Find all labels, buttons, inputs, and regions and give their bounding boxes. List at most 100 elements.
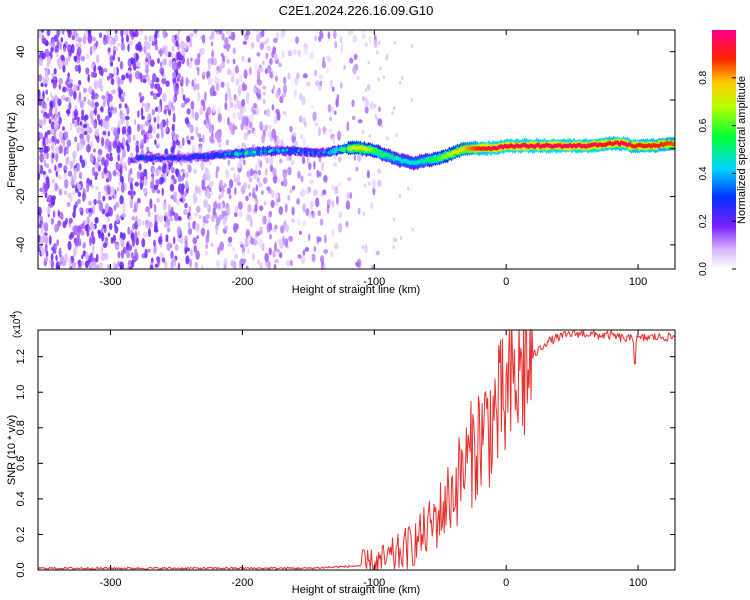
spectrogram-noise-cell [119, 195, 124, 205]
spectrogram-noise-cell [59, 131, 64, 140]
spectrogram-noise-cell [339, 82, 343, 89]
spectrogram-noise-cell [338, 211, 343, 219]
spectrogram-noise-cell [176, 226, 182, 236]
spectrogram-noise-cell [285, 155, 290, 161]
spectrogram-noise-cell [399, 236, 403, 241]
spectrogram-noise-cell [217, 113, 222, 123]
spectrogram-noise-cell [171, 45, 175, 52]
spectrogram-noise-cell [306, 155, 310, 165]
spectrogram-noise-cell [143, 168, 148, 179]
spectrogram-noise-cell [129, 266, 133, 269]
spectrogram-noise-cell [361, 33, 366, 40]
spectrogram-noise-cell [187, 221, 191, 230]
spectrogram-noise-cell [181, 48, 186, 58]
spectrogram-noise-cell [124, 103, 128, 109]
spectrogram-noise-cell [322, 56, 325, 64]
spectrogram-noise-cell [234, 253, 239, 260]
spectrogram-noise-cell [262, 91, 266, 96]
spectrogram-noise-cell [156, 123, 160, 130]
spectrogram-noise-cell [202, 71, 207, 77]
spectrogram-noise-cell [115, 163, 121, 170]
spectrogram-noise-cell [129, 167, 133, 175]
spectrogram-noise-cell [380, 123, 383, 128]
spectrogram-noise-cell [137, 110, 140, 118]
spectrogram-noise-cell [153, 92, 158, 100]
spectrogram-noise-cell [161, 173, 164, 178]
spectrogram-noise-cell [116, 132, 120, 140]
spectrogram-noise-cell [95, 186, 100, 191]
spectrogram-noise-cell [74, 64, 80, 72]
spectrogram-noise-cell [102, 224, 107, 229]
spectrogram-noise-cell [279, 95, 284, 104]
spectrogram-noise-cell [77, 191, 82, 197]
spectrogram-noise-cell [260, 244, 265, 249]
spectrogram-noise-cell [228, 236, 233, 243]
spectrogram-noise-cell [158, 214, 164, 223]
spectrogram-noise-cell [108, 37, 112, 45]
spectrogram-noise-cell [217, 202, 221, 210]
spectrogram-noise-cell [54, 107, 58, 118]
spectrogram-noise-cell [212, 90, 217, 97]
spectrogram-noise-cell [164, 222, 169, 228]
spectrogram-noise-cell [87, 226, 91, 232]
spectrogram-noise-cell [77, 37, 83, 43]
spectrogram-noise-cell [294, 77, 298, 86]
spectrogram-noise-cell [105, 138, 110, 148]
spectrogram-noise-cell [224, 169, 230, 179]
spectrogram-noise-cell [206, 229, 210, 239]
spectrogram-noise-cell [164, 260, 168, 269]
spectrogram-noise-cell [242, 40, 248, 45]
spectrogram-noise-cell [255, 184, 258, 192]
spectrogram-noise-cell [267, 214, 270, 224]
spectrogram-noise-cell [306, 81, 311, 87]
spectrogram-noise-cell [147, 79, 152, 85]
spectrogram-noise-cell [226, 187, 231, 195]
snr-x-tick-label: 100 [629, 577, 647, 589]
spectrogram-noise-cell [238, 201, 243, 210]
spectrogram-noise-cell [173, 258, 177, 268]
spectrogram-noise-cell [268, 210, 272, 218]
spectrogram-noise-cell [362, 211, 366, 216]
spectrogram-noise-cell [117, 153, 120, 162]
spectrogram-noise-cell [261, 30, 265, 38]
spectrogram-noise-cell [40, 226, 44, 235]
spectrogram-noise-cell [74, 120, 78, 128]
spectrogram-noise-cell [52, 81, 57, 89]
spectrogram-noise-cell [155, 144, 160, 149]
spectrogram-noise-cell [338, 223, 343, 233]
spectrogram-noise-cell [165, 80, 170, 87]
spectrogram-noise-cell [247, 184, 251, 190]
spectrogram-noise-cell [112, 169, 117, 177]
spectrogram-noise-cell [382, 75, 386, 80]
spectrogram-noise-cell [297, 254, 302, 259]
spectrogram-noise-cell [65, 150, 69, 155]
spectrogram-noise-cell [54, 164, 57, 172]
spectrogram-noise-cell [257, 88, 262, 94]
spectrogram-noise-cell [148, 126, 153, 133]
spectrogram-noise-cell [391, 111, 394, 115]
spectrogram-noise-cell [146, 146, 150, 153]
colorbar-tick-label: 0.2 [698, 214, 709, 228]
spectrogram-noise-cell [72, 30, 78, 37]
spectrogram-noise-cell [81, 254, 84, 259]
spectrogram-noise-cell [60, 54, 65, 61]
spectrogram-noise-cell [376, 50, 379, 55]
spectrogram-noise-cell [361, 130, 365, 134]
spectrogram-noise-cell [195, 205, 201, 213]
spectrogram-noise-cell [212, 57, 217, 66]
spectrogram-noise-cell [198, 137, 203, 142]
spectrogram-noise-cell [291, 185, 296, 191]
spectrogram-noise-cell [97, 229, 101, 235]
spectrogram-noise-cell [63, 171, 68, 179]
spectrogram-noise-cell [107, 93, 111, 98]
spectrogram-noise-cell [193, 244, 197, 253]
spectrogram-noise-cell [110, 77, 115, 86]
spectrogram-noise-cell [143, 134, 147, 144]
spectrogram-noise-cell [176, 200, 180, 206]
spectrogram-noise-cell [43, 116, 47, 126]
spectrogram-noise-cell [89, 252, 93, 263]
spectrogram-noise-cell [361, 245, 365, 250]
spectrogram-noise-cell [193, 83, 197, 92]
spectrogram-noise-cell [68, 234, 73, 240]
